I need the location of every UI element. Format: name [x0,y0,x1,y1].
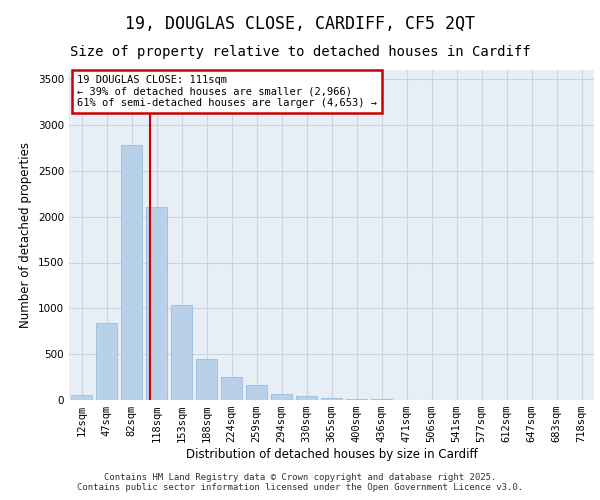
Bar [321,398,342,400]
Text: 19 DOUGLAS CLOSE: 111sqm
← 39% of detached houses are smaller (2,966)
61% of sem: 19 DOUGLAS CLOSE: 111sqm ← 39% of detach… [77,75,377,108]
Bar [96,323,117,400]
Bar [196,359,217,400]
Bar [121,145,142,400]
Text: Size of property relative to detached houses in Cardiff: Size of property relative to detached ho… [70,45,530,59]
Text: Contains HM Land Registry data © Crown copyright and database right 2025.
Contai: Contains HM Land Registry data © Crown c… [77,473,523,492]
Bar [346,398,367,400]
Text: 19, DOUGLAS CLOSE, CARDIFF, CF5 2QT: 19, DOUGLAS CLOSE, CARDIFF, CF5 2QT [125,15,475,33]
Bar [171,304,192,400]
X-axis label: Distribution of detached houses by size in Cardiff: Distribution of detached houses by size … [185,448,478,461]
Bar [71,395,92,400]
Bar [246,386,267,400]
Bar [296,396,317,400]
Bar [146,206,167,400]
Bar [221,377,242,400]
Bar [271,394,292,400]
Y-axis label: Number of detached properties: Number of detached properties [19,142,32,328]
